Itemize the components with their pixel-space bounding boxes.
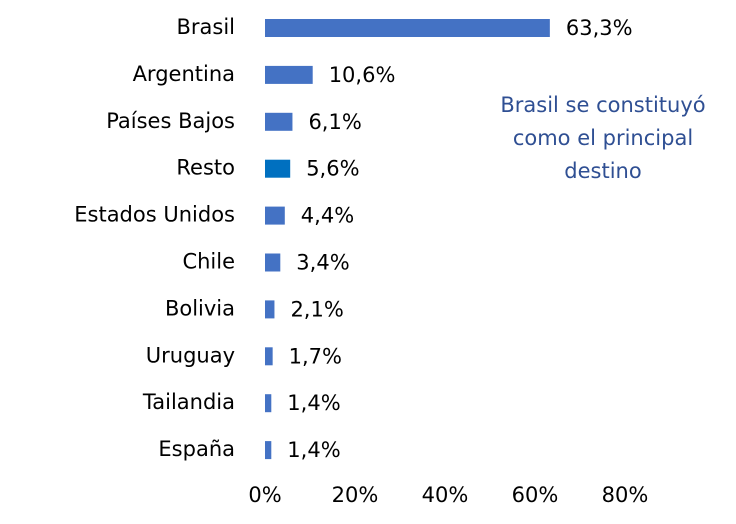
bar <box>265 347 273 366</box>
x-tick-label: 20% <box>332 483 379 507</box>
annotation: como el principal <box>513 126 693 150</box>
value-label: 3,4% <box>296 251 349 275</box>
value-label: 1,4% <box>287 438 340 462</box>
category-label: Países Bajos <box>106 109 235 133</box>
annotation: Brasil se constituyó <box>500 93 705 117</box>
category-label: Tailandia <box>142 390 235 414</box>
value-label: 5,6% <box>306 157 359 181</box>
category-label: Resto <box>176 156 235 180</box>
value-label: 1,4% <box>287 391 340 415</box>
bar <box>265 19 550 37</box>
value-label: 10,6% <box>329 63 396 87</box>
value-label: 6,1% <box>308 110 361 134</box>
bar <box>265 112 293 131</box>
value-label: 1,7% <box>289 344 342 368</box>
bar <box>265 300 275 319</box>
category-label: Bolivia <box>165 296 235 320</box>
category-label: Argentina <box>133 62 235 86</box>
x-tick-label: 60% <box>512 483 559 507</box>
bar <box>265 394 272 413</box>
value-label: 63,3% <box>566 16 633 40</box>
x-tick-label: 0% <box>248 483 281 507</box>
category-label: España <box>158 437 235 461</box>
category-label: Chile <box>182 250 235 274</box>
annotation: destino <box>564 159 641 183</box>
value-label: 2,1% <box>290 297 343 321</box>
x-tick-label: 80% <box>602 483 649 507</box>
bar <box>265 253 281 272</box>
x-tick-label: 40% <box>422 483 469 507</box>
bar <box>265 65 313 84</box>
bar <box>265 206 285 225</box>
value-label: 4,4% <box>301 204 354 228</box>
bar <box>265 159 291 178</box>
bar <box>265 441 272 460</box>
category-label: Uruguay <box>146 343 235 367</box>
category-label: Brasil <box>176 15 235 39</box>
category-label: Estados Unidos <box>74 203 235 227</box>
